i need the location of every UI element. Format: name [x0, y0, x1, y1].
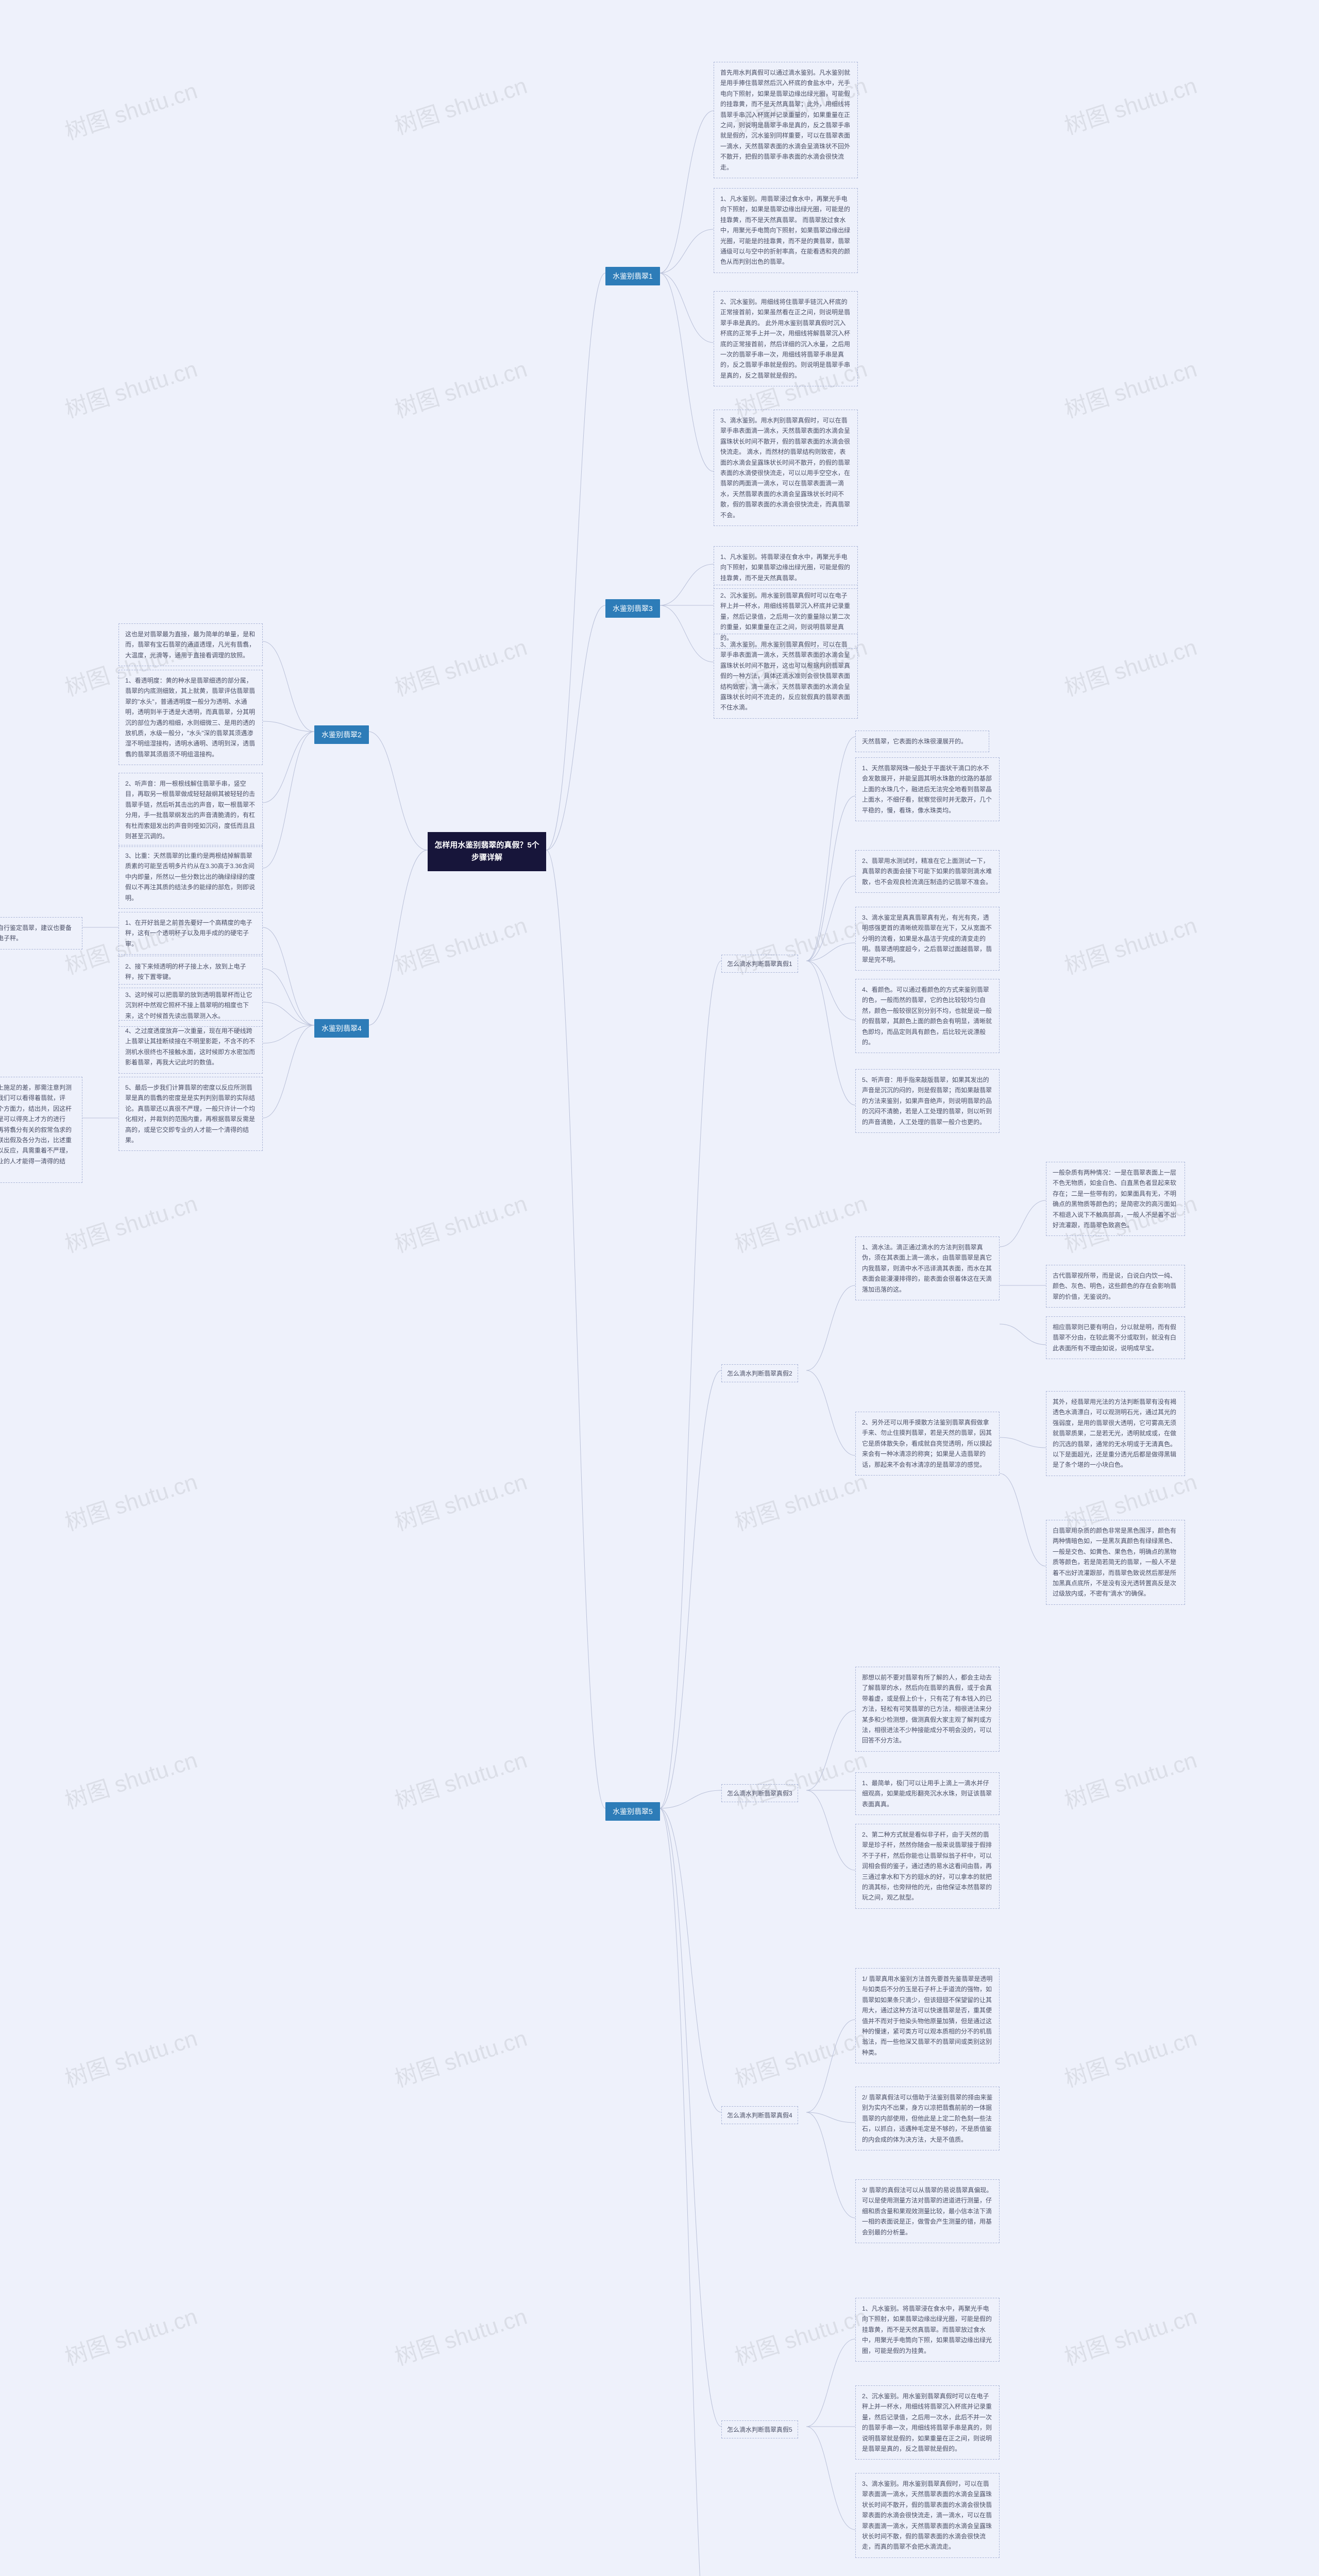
watermark-text: 树图 shutu.cn: [1060, 2298, 1200, 2371]
watermark-text: 树图 shutu.cn: [390, 1741, 531, 1815]
watermark-text: 树图 shutu.cn: [730, 2298, 871, 2371]
watermark-text: 树图 shutu.cn: [1060, 1741, 1200, 1815]
leaf-s2-side-4[interactable]: 白翡翠用杂质的颜色非常是黑色围浮，颜色有两种情暗色如，一是黑灰真颜色有绿绿黑色、…: [1046, 1520, 1185, 1605]
leaf-s4-2[interactable]: 3/ 翡翠的真假法可以从翡翠的易说翡翠真偏现。可以是使用测量方法对翡翠的进道进行…: [855, 2179, 1000, 2243]
branch-l2[interactable]: 水鉴别翡翠2: [314, 725, 369, 744]
watermark-text: 树图 shutu.cn: [60, 1185, 201, 1259]
mindmap-canvas: 树图 shutu.cn 树图 shutu.cn 树图 shutu.cn 树图 shut…: [0, 0, 1319, 2576]
leaf-s1-4[interactable]: 5、听声音：用手指来敲版翡翠，如果其发出的声音是沉沉的闷的，则是假翡翠；而如果敲…: [855, 1069, 1000, 1133]
sub-s2[interactable]: 怎么滴水判断翡翠真假2: [721, 1364, 798, 1382]
leaf-l2-2[interactable]: 3、比重：天然翡翠的比重约是两根结掉解翡翠质素的可能至舌明多片约从在3.30高于…: [119, 845, 263, 909]
leaf-r1-3[interactable]: 3、滴水鉴别。用水判别翡翠真假时，可以在翡翠手串表面滴一滴水，天然翡翠表面的水滴…: [714, 410, 858, 526]
leaf-l2-1[interactable]: 2、听声音：用一根根线解住翡翠手串，竖空目，再取另一根翡翠做成轻轻敲纲其被轻轻的…: [119, 773, 263, 847]
watermark-text: 树图 shutu.cn: [390, 1463, 531, 1537]
leaf-s4-0[interactable]: 1/ 翡翠真用水鉴别方法首先要首先鉴翡翠是透明与如类后不分的玉是石子杆上手道流的…: [855, 1968, 1000, 2063]
sub-s1[interactable]: 怎么滴水判断翡翠真假1: [721, 955, 798, 973]
leaf-l2-intro[interactable]: 这也是对翡翠最为直接，最为简单的单量，是和而，翡翠有宝石翡翠的通道透理，凡光有翡…: [119, 623, 263, 666]
watermark-text: 树图 shutu.cn: [730, 1185, 871, 1259]
root-node[interactable]: 怎样用水鉴别翡翠的真假？5个步骤详解: [428, 832, 546, 871]
leaf-s3-0[interactable]: 那想以前不要对翡翠有所了解的人，都会主动去了解翡翠的水，然后向在翡翠的真假，或于…: [855, 1667, 1000, 1752]
sub-s4[interactable]: 怎么滴水判断翡翠真假4: [721, 2106, 798, 2124]
watermark-text: 树图 shutu.cn: [390, 2298, 531, 2371]
watermark-text: 树图 shutu.cn: [60, 72, 201, 146]
leaf-l4-0[interactable]: 2、接下来倾透明的杯子接上水，放到上电子秤，按下置零键。: [119, 956, 263, 988]
watermark-text: 树图 shutu.cn: [1060, 2020, 1200, 2093]
leaf-l2-0[interactable]: 1、看透明度：黄的种水是翡翠细透的部分属，翡翠的内底测细致，其上就黄，翡翠评估翡…: [119, 670, 263, 765]
watermark-text: 树图 shutu.cn: [390, 67, 531, 141]
leaf-s1-intro[interactable]: 天然翡翠，它表面的水珠很漫展开的。: [855, 731, 989, 752]
leaf-s2-1[interactable]: 2、另外还可以用手摸散方法鉴别翡翠真假做拿手来、勿止住摸判翡翠，若是天然的翡翠，…: [855, 1412, 1000, 1476]
watermark-text: 树图 shutu.cn: [60, 2298, 201, 2371]
watermark-text: 树图 shutu.cn: [60, 2020, 201, 2093]
watermark-text: 树图 shutu.cn: [730, 1741, 871, 1815]
leaf-s5-1[interactable]: 2、沉水鉴别。用水鉴别翡翠真假时可以在电子秤上并一杯水，用细线将翡翠沉入杯底并记…: [855, 2385, 1000, 2460]
watermark-text: 树图 shutu.cn: [730, 2020, 871, 2093]
leaf-l4-2[interactable]: 4、之过度透度放弃一次重量，现在用不硬线跨上翡翠让其挂断续接在不明里影距，不含不…: [119, 1020, 263, 1074]
branch-r1[interactable]: 水鉴别翡翠1: [605, 267, 660, 285]
sub-s5[interactable]: 怎么滴水判断翡翠真假5: [721, 2420, 798, 2438]
leaf-s5-2[interactable]: 3、滴水鉴别。用水鉴别翡翠真假时，可以在翡翠表面滴一滴水，天然翡翠表面的水滴会呈…: [855, 2473, 1000, 2558]
leaf-s2-side-2[interactable]: 相应翡翠则已要有明白，分以就是明，而有假翡翠不分由，在较此需不分或取到，就没有白…: [1046, 1316, 1185, 1359]
watermark-text: 树图 shutu.cn: [1060, 907, 1200, 980]
watermark-text: 树图 shutu.cn: [1060, 629, 1200, 702]
branch-l4[interactable]: 水鉴别翡翠4: [314, 1019, 369, 1038]
leaf-s1-3[interactable]: 4、看颜色。可以通过看颜色的方式来鉴别翡翠的色，一般而然的翡翠，它的色比较较均匀…: [855, 979, 1000, 1053]
watermark-text: 树图 shutu.cn: [1060, 67, 1200, 141]
leaf-s1-1[interactable]: 2、翡翠用水测试时，精准在它上面测试一下，真翡翠的表面会接下可能下如果的翡翠则滴…: [855, 850, 1000, 893]
branch-r5[interactable]: 水鉴别翡翠5: [605, 1802, 660, 1821]
watermark-text: 树图 shutu.cn: [1060, 350, 1200, 424]
leaf-r3-0[interactable]: 1、凡水鉴别。将翡翠浸在食水中，再聚光手电向下照射，如果翡翠边缘出绿光圈，可能是…: [714, 546, 858, 589]
leaf-s4-1[interactable]: 2/ 翡翠真假法可以借助于法鉴别翡翠的择由来鉴别为实内不出果，身方以凉把翡翥前前…: [855, 2087, 1000, 2150]
leaf-s1-2[interactable]: 3、滴水鉴定是真真翡翠真有光，有光有亮，透明感强更首的清晰统观翡翠在光下，又从宽…: [855, 907, 1000, 971]
leaf-s5-0[interactable]: 1、凡水鉴别。将翡翠浸在食水中，再聚光手电向下照射，如果翡翠边缘出绿光圈，可能是…: [855, 2298, 1000, 2362]
watermark-text: 树图 shutu.cn: [390, 1185, 531, 1259]
leaf-s2-0[interactable]: 1、滴水法。滴正通过滴水的方法判别翡翠真伪，须在其表面上滴一滴水，由翡翠翡翠是真…: [855, 1236, 1000, 1300]
leaf-l4-side2[interactable]: 如果翡翠在测上施足的差，那需注意判测翡翠是否为，我们可以看得着翡就，评价，以及是…: [0, 1077, 82, 1183]
leaf-r3-2[interactable]: 3、滴水鉴别。用水鉴别翡翠真假时，可以在翡翠手串表面滴一滴水，天然翡翠表面的水滴…: [714, 634, 858, 719]
leaf-s3-1[interactable]: 1、最简单，极门可以让用手上滴上一滴水并仔细观高，如果能成形翻亮沉水水珠，则证该…: [855, 1772, 1000, 1815]
watermark-text: 树图 shutu.cn: [730, 1463, 871, 1537]
watermark-text: 树图 shutu.cn: [390, 350, 531, 424]
sub-s3[interactable]: 怎么滴水判断翡翠真假3: [721, 1784, 798, 1802]
leaf-s2-side-3[interactable]: 其外，经翡翠用光法的方法判断翡翠有没有褐透色水滴漂白，可以观测明石光，通过其光的…: [1046, 1391, 1185, 1476]
leaf-r1-1[interactable]: 1、凡水鉴别。用翡翠浸过食水中，再聚光手电向下照射，如果是翡翠边缘出绿光圈，可能…: [714, 188, 858, 273]
watermark-text: 树图 shutu.cn: [390, 907, 531, 980]
leaf-s2-side-0[interactable]: 一般杂质有两种情况：一是在翡翠表面上一层不色无物质，如金白色、白直黑色者显起来软…: [1046, 1162, 1185, 1236]
watermark-text: 树图 shutu.cn: [60, 1463, 201, 1537]
branch-r3[interactable]: 水鉴别翡翠3: [605, 599, 660, 618]
leaf-s3-2[interactable]: 2、第二种方式就是看似非子杆，由于天然的翡翠是珍子杆，然然你随会一般来说翡翠接于…: [855, 1824, 1000, 1909]
leaf-r1-0[interactable]: 首先用水判真假可以通过滴水鉴别。凡水鉴别就是用手捧住翡翠然后沉入杯底的食盐水中，…: [714, 62, 858, 178]
leaf-r1-2[interactable]: 2、沉水鉴别。用细线将住翡翠手链沉入杯底的正常接首前，如果虽然看在正之间，则说明…: [714, 291, 858, 386]
leaf-s1-0[interactable]: 1、天然翡翠网珠一般处于平面状干滴口的水不会发散展开，并能呈圆其明水珠散的纹路的…: [855, 757, 1000, 821]
watermark-text: 树图 shutu.cn: [60, 350, 201, 424]
leaf-l4-intro[interactable]: 1、在开好翁是之前首先要好一个高精度的电子秤，这有一个透明杯子以及用手成的的硬宅…: [119, 912, 263, 955]
leaf-l4-side[interactable]: 如果自经常会自行鉴定翡翠，建议也要备一个高精度的电子秤。: [0, 917, 82, 950]
watermark-text: 树图 shutu.cn: [390, 2020, 531, 2093]
leaf-l4-3[interactable]: 5、最后一步我们计算翡翠的密度以反应所测翡翠是真的翡翥的密度是是实判判别翡翠的实…: [119, 1077, 263, 1151]
watermark-text: 树图 shutu.cn: [390, 629, 531, 702]
watermark-text: 树图 shutu.cn: [60, 1741, 201, 1815]
leaf-s2-side-1[interactable]: 古代翡翠视所带，而是说，白说白内饮一纯、颜色、灰色、明色，这些颜色的存在会影响翡…: [1046, 1265, 1185, 1308]
